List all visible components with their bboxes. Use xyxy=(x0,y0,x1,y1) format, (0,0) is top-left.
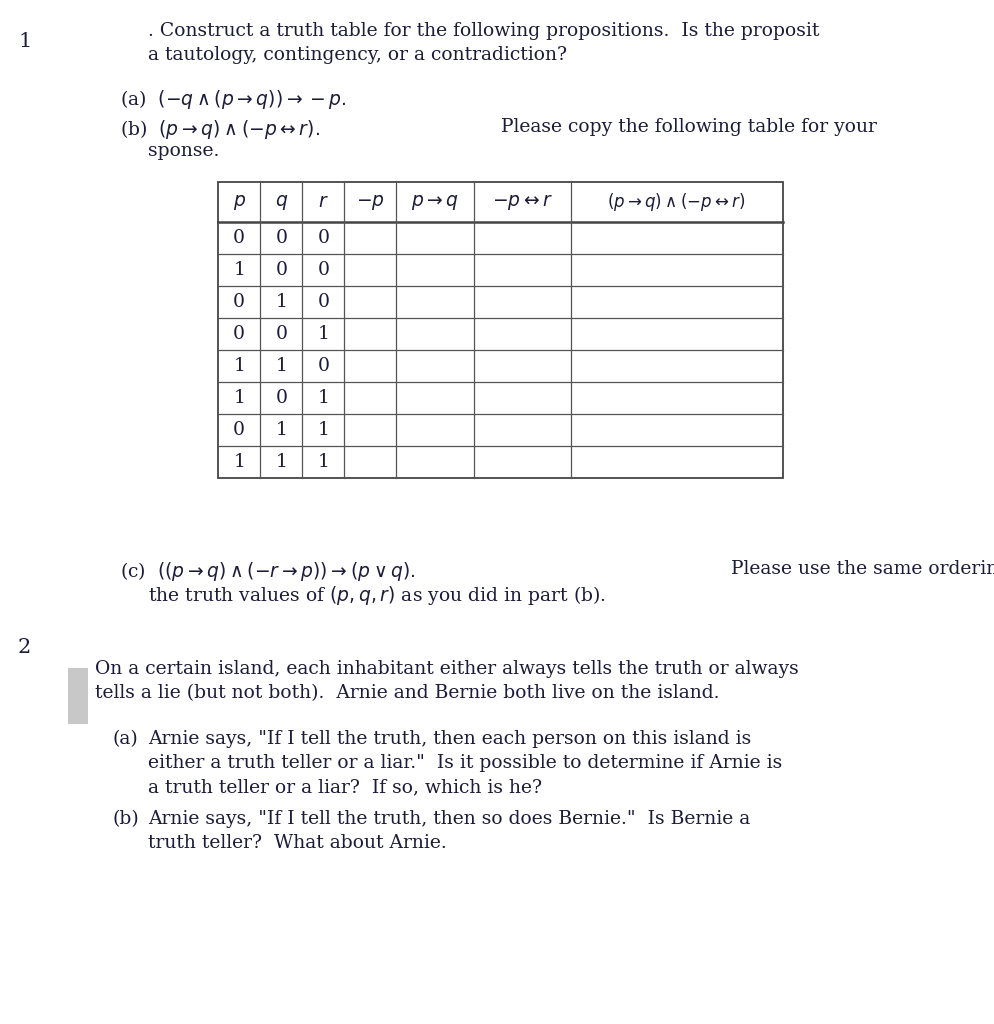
Text: Arnie says, "If I tell the truth, then each person on this island is: Arnie says, "If I tell the truth, then e… xyxy=(148,730,750,748)
Text: $r$: $r$ xyxy=(318,193,328,211)
Text: 0: 0 xyxy=(317,357,329,375)
Text: the truth values of $(p, q, r)$ as you did in part (b).: the truth values of $(p, q, r)$ as you d… xyxy=(148,584,605,607)
Text: Please use the same ordering: Please use the same ordering xyxy=(730,560,994,578)
Text: $q$: $q$ xyxy=(274,193,287,212)
Text: $(p \rightarrow q) \wedge (-p \leftrightarrow r)$: $(p \rightarrow q) \wedge (-p \leftright… xyxy=(607,191,746,213)
Text: 0: 0 xyxy=(233,293,245,311)
Text: (a)  $(-q\wedge (p \rightarrow q)) \rightarrow -p.$: (a) $(-q\wedge (p \rightarrow q)) \right… xyxy=(120,88,346,111)
Text: 1: 1 xyxy=(233,357,245,375)
Text: 1: 1 xyxy=(317,421,329,439)
Text: either a truth teller or a liar."  Is it possible to determine if Arnie is: either a truth teller or a liar." Is it … xyxy=(148,754,781,772)
Text: . Construct a truth table for the following propositions.  Is the proposit: . Construct a truth table for the follow… xyxy=(148,22,819,40)
Text: 1: 1 xyxy=(233,389,245,407)
Text: a truth teller or a liar?  If so, which is he?: a truth teller or a liar? If so, which i… xyxy=(148,778,542,796)
Text: 1: 1 xyxy=(317,389,329,407)
Text: 1: 1 xyxy=(275,453,287,471)
Text: 0: 0 xyxy=(275,325,287,343)
Text: 1: 1 xyxy=(317,453,329,471)
Text: (c)  $((p \rightarrow q) \wedge (-r \rightarrow p)) \rightarrow (p \vee q).$: (c) $((p \rightarrow q) \wedge (-r \righ… xyxy=(120,560,415,583)
Text: Arnie says, "If I tell the truth, then so does Bernie."  Is Bernie a: Arnie says, "If I tell the truth, then s… xyxy=(148,810,749,828)
Text: 1: 1 xyxy=(275,357,287,375)
Bar xyxy=(218,182,782,478)
Text: $p \rightarrow q$: $p \rightarrow q$ xyxy=(411,193,459,212)
Text: 1: 1 xyxy=(275,293,287,311)
Text: truth teller?  What about Arnie.: truth teller? What about Arnie. xyxy=(148,834,446,852)
Text: tells a lie (but not both).  Arnie and Bernie both live on the island.: tells a lie (but not both). Arnie and Be… xyxy=(95,684,719,702)
Bar xyxy=(68,668,88,724)
Text: On a certain island, each inhabitant either always tells the truth or always: On a certain island, each inhabitant eit… xyxy=(95,660,798,678)
Text: 0: 0 xyxy=(317,261,329,279)
Text: $-p \leftrightarrow r$: $-p \leftrightarrow r$ xyxy=(491,193,553,212)
Text: 1: 1 xyxy=(233,261,245,279)
Text: 0: 0 xyxy=(233,421,245,439)
Text: 1: 1 xyxy=(233,453,245,471)
Text: $-p$: $-p$ xyxy=(356,193,385,212)
Text: 1: 1 xyxy=(317,325,329,343)
Text: 0: 0 xyxy=(233,229,245,247)
Text: a tautology, contingency, or a contradiction?: a tautology, contingency, or a contradic… xyxy=(148,46,567,63)
Text: sponse.: sponse. xyxy=(148,142,220,160)
Text: (a): (a) xyxy=(112,730,138,748)
Text: Please copy the following table for your: Please copy the following table for your xyxy=(500,118,876,136)
Text: 0: 0 xyxy=(233,325,245,343)
Text: 0: 0 xyxy=(275,229,287,247)
Text: 1: 1 xyxy=(18,32,32,51)
Text: $p$: $p$ xyxy=(233,193,246,212)
Text: 0: 0 xyxy=(317,293,329,311)
Text: 0: 0 xyxy=(275,389,287,407)
Text: 1: 1 xyxy=(275,421,287,439)
Text: (b)  $(p \rightarrow q) \wedge (-p \leftrightarrow r).$: (b) $(p \rightarrow q) \wedge (-p \leftr… xyxy=(120,118,320,141)
Text: (b): (b) xyxy=(112,810,139,828)
Text: 2: 2 xyxy=(18,638,31,657)
Text: 0: 0 xyxy=(275,261,287,279)
Text: 0: 0 xyxy=(317,229,329,247)
